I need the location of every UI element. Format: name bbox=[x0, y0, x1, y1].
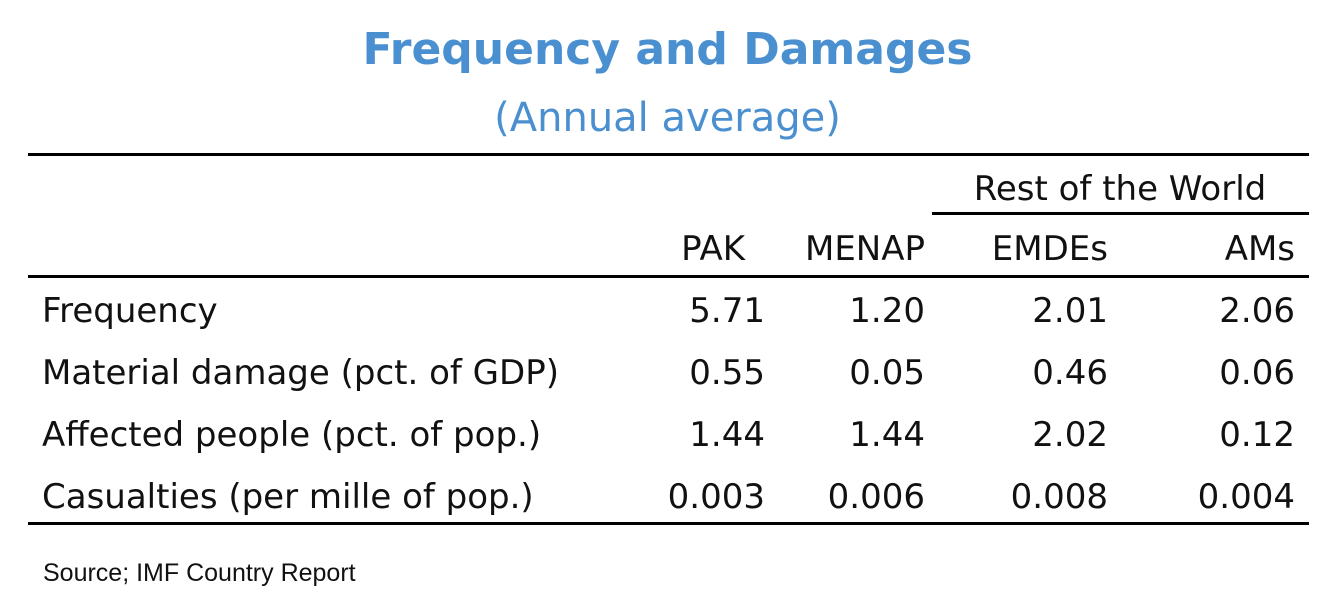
row-label-material-damage: Material damage (pct. of GDP) bbox=[42, 353, 559, 393]
header-rule bbox=[28, 275, 1309, 278]
source-note: Source; IMF Country Report bbox=[43, 559, 356, 587]
group-header-rest-of-world: Rest of the World bbox=[973, 169, 1267, 209]
cell-material-damage-pak: 0.55 bbox=[689, 353, 765, 393]
cell-casualties-pak: 0.003 bbox=[667, 477, 765, 517]
cell-material-damage-ams: 0.06 bbox=[1219, 353, 1295, 393]
col-header-menap: MENAP bbox=[804, 229, 925, 269]
cell-frequency-emdes: 2.01 bbox=[1032, 291, 1108, 331]
cell-material-damage-emdes: 0.46 bbox=[1032, 353, 1108, 393]
bottom-rule bbox=[28, 522, 1309, 525]
col-header-emdes: EMDEs bbox=[991, 229, 1108, 269]
top-rule bbox=[28, 153, 1309, 156]
cell-affected-people-menap: 1.44 bbox=[849, 415, 925, 455]
cell-frequency-pak: 5.71 bbox=[689, 291, 765, 331]
group-header-rule bbox=[932, 212, 1309, 215]
cell-affected-people-ams: 0.12 bbox=[1219, 415, 1295, 455]
col-header-pak: PAK bbox=[681, 229, 745, 269]
cell-affected-people-emdes: 2.02 bbox=[1032, 415, 1108, 455]
cell-casualties-ams: 0.004 bbox=[1197, 477, 1295, 517]
cell-frequency-menap: 1.20 bbox=[849, 291, 925, 331]
table-subtitle: (Annual average) bbox=[494, 95, 841, 141]
row-label-affected-people: Affected people (pct. of pop.) bbox=[42, 415, 542, 455]
cell-affected-people-pak: 1.44 bbox=[689, 415, 765, 455]
col-header-ams: AMs bbox=[1224, 229, 1295, 269]
table-title: Frequency and Damages bbox=[362, 24, 973, 75]
cell-casualties-menap: 0.006 bbox=[827, 477, 925, 517]
cell-casualties-emdes: 0.008 bbox=[1010, 477, 1108, 517]
row-label-casualties: Casualties (per mille of pop.) bbox=[42, 477, 534, 517]
row-label-frequency: Frequency bbox=[42, 291, 218, 331]
cell-material-damage-menap: 0.05 bbox=[849, 353, 925, 393]
cell-frequency-ams: 2.06 bbox=[1219, 291, 1295, 331]
